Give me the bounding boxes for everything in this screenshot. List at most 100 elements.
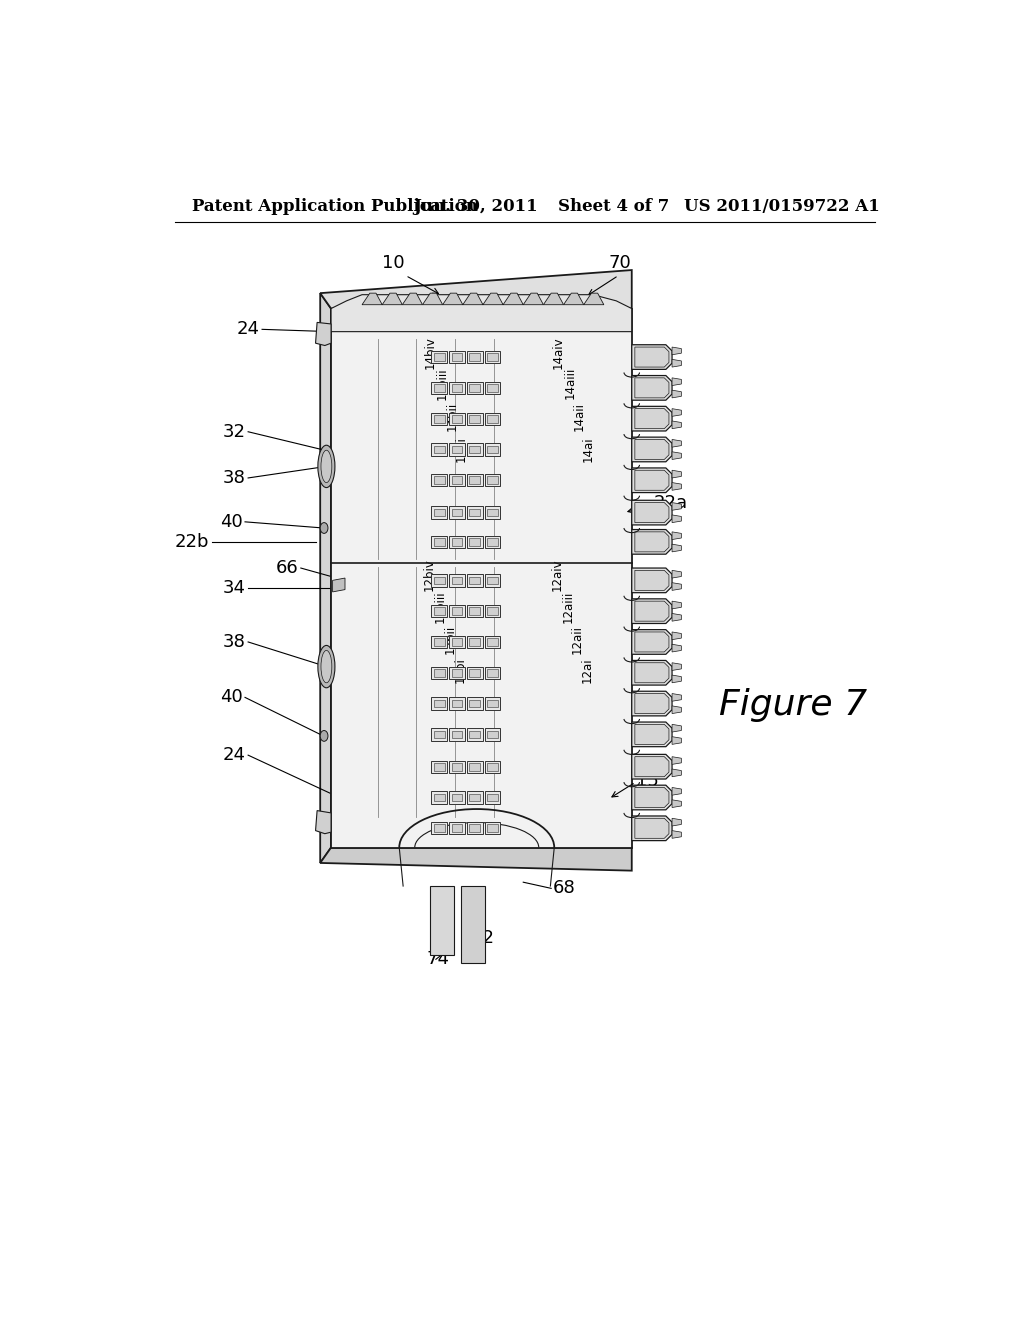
Polygon shape [635,693,669,714]
Ellipse shape [317,445,335,487]
Polygon shape [485,697,501,710]
Polygon shape [442,293,463,305]
Text: Sheet 4 of 7: Sheet 4 of 7 [558,198,670,215]
Polygon shape [469,763,480,771]
Text: 38: 38 [223,469,246,487]
Polygon shape [423,293,442,305]
Polygon shape [632,755,672,779]
Polygon shape [487,638,498,645]
Polygon shape [672,544,681,552]
Text: 34: 34 [223,579,246,597]
Polygon shape [430,886,454,956]
Polygon shape [635,532,669,552]
Polygon shape [487,384,498,392]
Polygon shape [452,414,463,422]
Polygon shape [672,675,681,682]
Polygon shape [321,271,632,309]
Polygon shape [431,792,446,804]
Polygon shape [485,381,501,395]
Polygon shape [672,409,681,416]
Polygon shape [431,636,446,648]
Text: 40: 40 [220,513,243,531]
Text: Patent Application Publication: Patent Application Publication [191,198,477,215]
Text: 12aiv: 12aiv [551,558,564,590]
Polygon shape [452,354,463,360]
Polygon shape [382,293,402,305]
Polygon shape [431,822,446,834]
Polygon shape [672,632,681,640]
Polygon shape [485,474,501,487]
Polygon shape [672,421,681,429]
Polygon shape [632,722,672,747]
Polygon shape [672,532,681,540]
Polygon shape [431,381,446,395]
Polygon shape [434,793,444,801]
Polygon shape [434,577,444,585]
Polygon shape [672,788,681,795]
Polygon shape [632,376,672,400]
Polygon shape [485,636,501,648]
Polygon shape [434,763,444,771]
Polygon shape [487,508,498,516]
Text: 12bii: 12bii [443,626,457,655]
Polygon shape [469,607,480,615]
Polygon shape [467,381,482,395]
Text: 14aii: 14aii [572,401,586,430]
Polygon shape [452,825,463,832]
Polygon shape [672,440,681,447]
Polygon shape [485,351,501,363]
Polygon shape [544,293,563,305]
Polygon shape [362,293,382,305]
Polygon shape [469,446,480,453]
Polygon shape [452,539,463,545]
Polygon shape [469,477,480,484]
Polygon shape [672,503,681,511]
Text: 12aii: 12aii [571,626,584,655]
Polygon shape [487,669,498,677]
Polygon shape [431,667,446,678]
Polygon shape [672,756,681,764]
Polygon shape [431,507,446,519]
Text: 22b: 22b [175,533,209,550]
Polygon shape [485,605,501,618]
Text: 14bii: 14bii [445,401,459,430]
Polygon shape [467,444,482,455]
Text: 12biii: 12biii [434,590,446,623]
Polygon shape [487,539,498,545]
Polygon shape [452,477,463,484]
Polygon shape [452,669,463,677]
Polygon shape [635,725,669,744]
Text: 72: 72 [471,929,495,946]
Polygon shape [503,293,523,305]
Ellipse shape [321,450,332,483]
Polygon shape [450,636,465,648]
Polygon shape [485,667,501,678]
Polygon shape [485,444,501,455]
Polygon shape [487,414,498,422]
Polygon shape [469,577,480,585]
Polygon shape [321,293,331,863]
Polygon shape [672,693,681,701]
Polygon shape [632,345,672,370]
Text: 74: 74 [427,950,450,968]
Polygon shape [434,354,444,360]
Ellipse shape [317,645,335,688]
Text: Figure 7: Figure 7 [719,688,866,722]
Polygon shape [469,700,480,708]
Polygon shape [635,409,669,429]
Polygon shape [431,605,446,618]
Polygon shape [467,507,482,519]
Polygon shape [452,793,463,801]
Polygon shape [485,760,501,774]
Polygon shape [315,810,331,834]
Polygon shape [469,384,480,392]
Polygon shape [431,474,446,487]
Polygon shape [452,700,463,708]
Polygon shape [672,347,681,355]
Polygon shape [467,792,482,804]
Text: 14biv: 14biv [424,337,437,368]
Text: 14aiii: 14aiii [563,367,577,400]
Polygon shape [672,470,681,478]
Polygon shape [487,825,498,832]
Polygon shape [469,414,480,422]
